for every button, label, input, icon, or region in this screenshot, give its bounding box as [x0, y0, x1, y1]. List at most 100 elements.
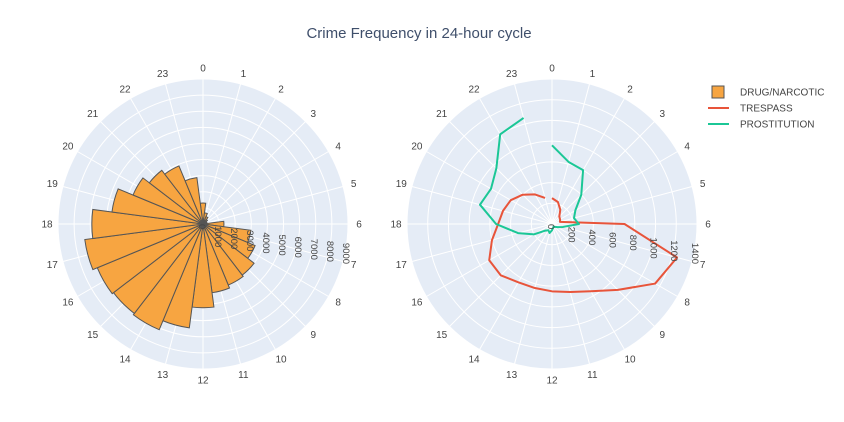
drug-narcotic-bar	[84, 223, 204, 271]
right-radial-tick-label: 400	[586, 229, 597, 245]
left-angular-tick-label: 9	[311, 330, 317, 341]
right-angular-tick-label: 22	[468, 84, 480, 95]
right-angular-tick-label: 0	[549, 64, 555, 75]
left-angular-gridline	[202, 151, 329, 225]
legend-entry-label: TRESPASS	[740, 104, 793, 115]
right-angular-tick-label: 9	[660, 330, 666, 341]
right-angular-gridline	[551, 223, 693, 263]
left-radial-tick-label: 1000	[212, 226, 223, 247]
left-radial-tick-label: 0	[196, 224, 207, 229]
left-angular-tick-label: 18	[41, 220, 53, 231]
legend-entry-label: PROSTITUTION	[740, 120, 814, 131]
left-angular-tick-label: 13	[157, 370, 169, 381]
right-angular-tick-label: 16	[411, 298, 423, 309]
left-angular-tick-label: 22	[119, 84, 131, 95]
left-radial-tick-label: 5000	[276, 235, 287, 256]
right-angular-gridline	[551, 98, 625, 225]
drug-narcotic-bar	[91, 208, 204, 240]
right-radial-tick-label: 600	[607, 232, 618, 248]
drug-narcotic-bar	[132, 223, 204, 331]
left-angular-tick-label: 14	[119, 355, 131, 366]
left-radial-tick-label: 2000	[228, 228, 239, 249]
right-angular-tick-label: 4	[684, 142, 690, 153]
trespass-line	[488, 193, 679, 294]
right-angular-tick-label: 2	[627, 84, 633, 95]
drug-narcotic-bar	[148, 169, 204, 225]
right-angular-gridline	[551, 223, 625, 350]
right-angular-gridline	[551, 223, 678, 297]
right-angular-tick-label: 13	[506, 370, 518, 381]
left-radial-tick-label: 6000	[292, 237, 303, 258]
left-angular-tick-label: 3	[311, 109, 317, 120]
right-angular-tick-label: 12	[546, 376, 558, 387]
right-radial-tick-label: 1000	[648, 238, 659, 259]
left-angular-tick-label: 10	[275, 355, 287, 366]
drug-narcotic-bar	[132, 177, 204, 225]
left-angular-tick-label: 16	[62, 298, 74, 309]
right-angular-gridline	[551, 185, 693, 225]
left-angular-tick-label: 1	[241, 69, 247, 80]
left-angular-gridline	[202, 121, 306, 225]
prostitution-line	[478, 117, 585, 236]
right-angular-tick-label: 21	[436, 109, 448, 120]
right-angular-gridline	[551, 223, 591, 365]
right-radial-tick-label: 1400	[689, 243, 700, 264]
right-angular-tick-label: 19	[396, 179, 408, 190]
right-radial-tick-label: 800	[627, 235, 638, 251]
right-angular-tick-label: 20	[411, 142, 423, 153]
right-angular-gridline	[411, 185, 553, 225]
right-angular-gridline	[513, 83, 553, 225]
left-radial-tick-label: 3000	[244, 230, 255, 251]
left-angular-tick-label: 20	[62, 142, 74, 153]
drug-narcotic-bar	[111, 188, 204, 225]
left-angular-tick-label: 21	[87, 109, 99, 120]
right-angular-tick-label: 17	[396, 260, 408, 271]
right-angular-tick-label: 10	[624, 355, 636, 366]
right-angular-tick-label: 18	[390, 220, 402, 231]
left-radial-tick-label: 4000	[260, 232, 271, 253]
right-angular-tick-label: 11	[587, 370, 598, 381]
left-angular-tick-label: 23	[157, 69, 169, 80]
right-angular-gridline	[551, 121, 655, 225]
right-angular-gridline	[479, 98, 553, 225]
left-radial-tick-label: 8000	[324, 241, 335, 262]
right-angular-tick-label: 14	[468, 355, 480, 366]
left-angular-tick-label: 15	[87, 330, 99, 341]
left-angular-gridline	[202, 185, 344, 225]
left-angular-tick-label: 2	[278, 84, 284, 95]
left-angular-tick-label: 17	[47, 260, 59, 271]
left-radial-tick-label: 9000	[340, 243, 351, 264]
right-angular-gridline	[479, 223, 553, 350]
right-angular-tick-label: 5	[700, 179, 706, 190]
right-radial-tick-label: 1200	[668, 240, 679, 261]
left-angular-gridline	[202, 98, 276, 225]
left-angular-tick-label: 5	[351, 179, 357, 190]
right-angular-gridline	[551, 151, 678, 225]
right-angular-gridline	[411, 223, 553, 263]
right-angular-tick-label: 15	[436, 330, 448, 341]
left-angular-gridline	[202, 83, 242, 225]
left-angular-tick-label: 8	[335, 298, 341, 309]
left-angular-tick-label: 12	[197, 376, 209, 387]
left-angular-tick-label: 11	[238, 370, 249, 381]
left-radial-tick-label: 7000	[308, 239, 319, 260]
right-radial-tick-label: 0	[545, 224, 556, 229]
left-angular-tick-label: 4	[335, 142, 341, 153]
left-angular-tick-label: 6	[356, 220, 362, 231]
left-angular-tick-label: 0	[200, 64, 206, 75]
right-angular-gridline	[449, 121, 553, 225]
drug-narcotic-bar	[164, 165, 204, 225]
right-angular-gridline	[551, 83, 591, 225]
legend: DRUG/NARCOTIC TRESPASS PROSTITUTION	[708, 85, 824, 131]
chart-title: Crime Frequency in 24-hour cycle	[306, 25, 531, 42]
right-angular-gridline	[551, 223, 655, 327]
legend-swatch-bar	[711, 85, 725, 99]
drug-narcotic-bar	[184, 177, 204, 225]
left-angular-tick-label: 7	[351, 260, 357, 271]
right-angular-tick-label: 3	[660, 109, 666, 120]
right-angular-gridline	[513, 223, 553, 365]
right-angular-tick-label: 6	[705, 220, 711, 231]
